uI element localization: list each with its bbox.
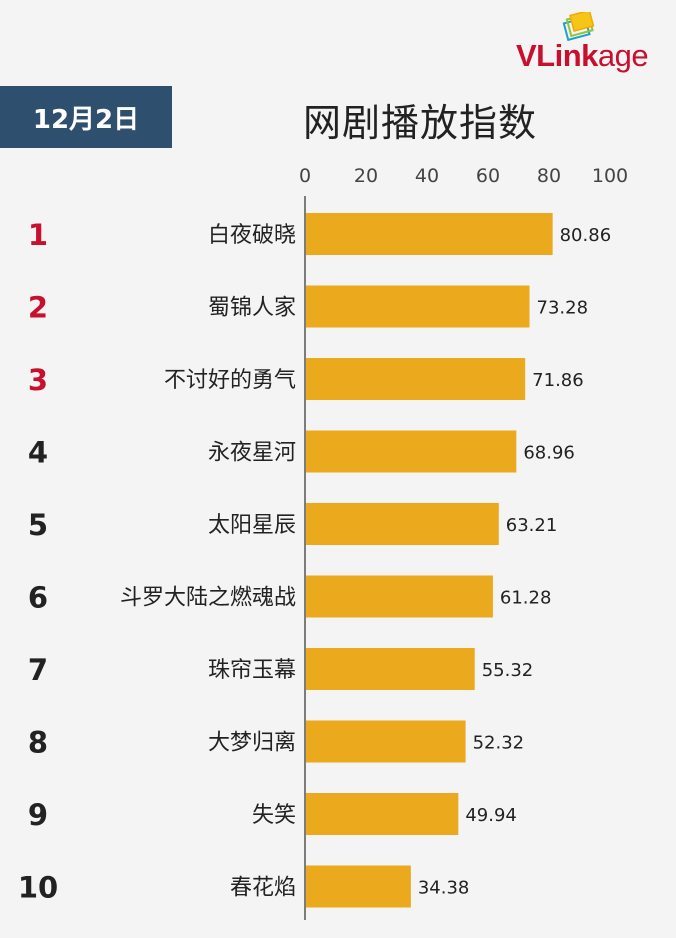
rank-number: 4	[28, 436, 48, 470]
bar	[306, 575, 493, 618]
x-tick-label: 100	[592, 165, 628, 187]
bar	[306, 213, 553, 255]
logo-text-vlink: VLink	[516, 38, 598, 73]
category-label: 永夜星河	[208, 441, 296, 466]
rank-number: 7	[28, 653, 48, 687]
value-label: 80.86	[560, 225, 612, 246]
value-label: 55.32	[482, 660, 534, 681]
bar	[306, 430, 517, 473]
value-label: 49.94	[465, 805, 517, 826]
rank-number: 6	[28, 581, 48, 615]
x-tick-label: 40	[415, 165, 439, 187]
x-tick-label: 60	[476, 165, 500, 187]
x-tick-label: 0	[299, 165, 311, 187]
bar	[306, 793, 459, 835]
x-tick-label: 80	[537, 165, 561, 187]
date-label: 12月2日	[32, 104, 140, 135]
category-label: 失笑	[252, 803, 296, 828]
category-label: 不讨好的勇气	[164, 368, 296, 393]
rank-number: 2	[28, 291, 48, 325]
category-label: 斗罗大陆之燃魂战	[120, 586, 296, 611]
rank-number: 5	[28, 508, 48, 542]
rank-number: 1	[28, 218, 48, 252]
date-badge: 12月2日	[0, 86, 172, 148]
bar	[306, 865, 411, 908]
rank-number: 3	[28, 363, 48, 397]
logo-text: VLinkage	[516, 38, 649, 74]
bar	[306, 285, 530, 328]
category-label: 白夜破晓	[208, 223, 296, 248]
value-label: 73.28	[537, 298, 589, 319]
rank-number: 9	[28, 798, 48, 832]
bar	[306, 358, 526, 400]
rank-number: 8	[28, 726, 48, 760]
bar	[306, 720, 466, 763]
value-label: 71.86	[532, 370, 584, 391]
category-label: 大梦归离	[208, 731, 296, 756]
bar	[306, 503, 499, 545]
value-label: 68.96	[523, 443, 575, 464]
logo-icon	[562, 12, 595, 42]
logo-text-age: age	[597, 38, 649, 73]
vlinkage-logo: VLinkage	[506, 8, 676, 88]
category-label: 太阳星辰	[208, 513, 296, 538]
rank-number: 10	[18, 871, 58, 905]
category-label: 春花焰	[230, 876, 296, 901]
value-label: 34.38	[418, 878, 470, 899]
value-label: 52.32	[473, 733, 525, 754]
value-label: 61.28	[500, 588, 552, 609]
chart-title: 网剧播放指数	[302, 101, 537, 145]
x-tick-label: 20	[354, 165, 378, 187]
category-label: 蜀锦人家	[208, 296, 296, 321]
category-label: 珠帘玉幕	[208, 658, 296, 683]
value-label: 63.21	[506, 515, 558, 536]
bar	[306, 648, 475, 690]
